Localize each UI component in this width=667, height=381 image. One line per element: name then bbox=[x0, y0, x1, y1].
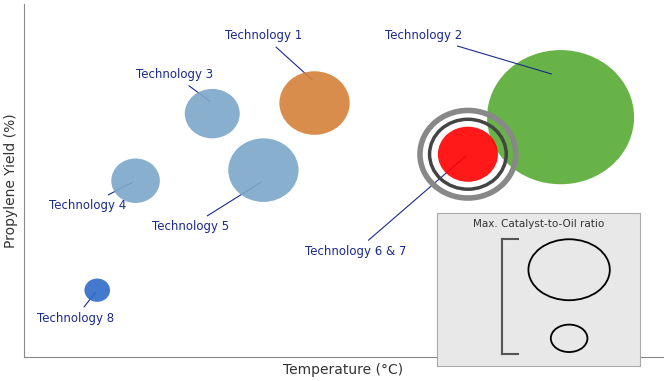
Ellipse shape bbox=[228, 138, 299, 202]
X-axis label: Temperature (°C): Temperature (°C) bbox=[283, 363, 404, 377]
Ellipse shape bbox=[111, 158, 160, 203]
Text: Technology 4: Technology 4 bbox=[49, 182, 133, 212]
Ellipse shape bbox=[185, 89, 239, 138]
Text: Technology 1: Technology 1 bbox=[225, 29, 312, 80]
Y-axis label: Propylene Yield (%): Propylene Yield (%) bbox=[4, 114, 18, 248]
Ellipse shape bbox=[85, 279, 110, 302]
Text: Technology 2: Technology 2 bbox=[385, 29, 552, 74]
Text: Technology 6 & 7: Technology 6 & 7 bbox=[305, 156, 466, 258]
Ellipse shape bbox=[279, 71, 350, 135]
Text: Max. Catalyst-to-Oil ratio: Max. Catalyst-to-Oil ratio bbox=[473, 219, 604, 229]
Text: Technology 3: Technology 3 bbox=[135, 68, 213, 101]
Ellipse shape bbox=[438, 127, 498, 182]
Ellipse shape bbox=[487, 50, 634, 184]
Text: Technology 8: Technology 8 bbox=[37, 292, 113, 325]
Text: Technology 5: Technology 5 bbox=[151, 182, 261, 233]
